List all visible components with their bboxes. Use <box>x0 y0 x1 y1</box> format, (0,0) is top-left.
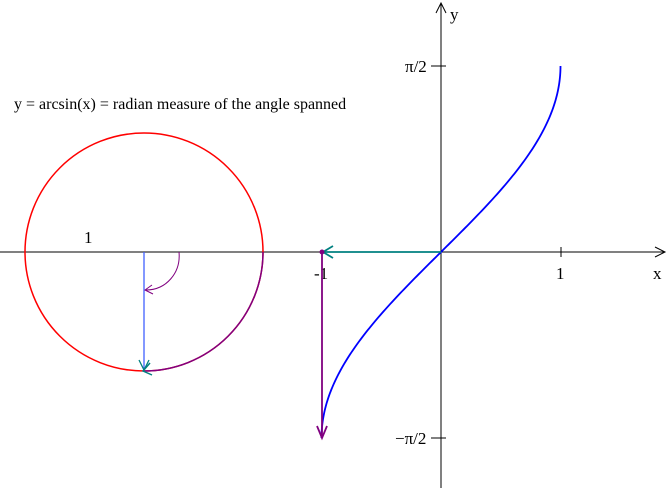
x-axis-arrowhead <box>654 246 667 258</box>
x-tick-label-1: 1 <box>556 264 565 283</box>
x-axis-label: x <box>653 264 662 283</box>
caption: y = arcsin(x) = radian measure of the an… <box>14 96 346 113</box>
y-axis-label: y <box>450 5 459 24</box>
angle-indicator-arc <box>145 251 180 291</box>
arc-on-circle <box>143 251 264 372</box>
y-axis-arrowhead <box>435 1 447 14</box>
arc-arrowhead <box>141 362 153 376</box>
x-tick-label-neg1: -1 <box>314 264 328 283</box>
y-tick-label-pi-half: π/2 <box>405 57 427 76</box>
vertical-arrowhead <box>316 425 328 441</box>
y-tick-label-neg-pi-half: −π/2 <box>395 429 426 448</box>
angle-indicator-arrowhead <box>144 284 154 295</box>
point-neg1 <box>319 249 325 255</box>
radius-label: 1 <box>84 228 93 247</box>
radius-arrowhead <box>138 359 150 372</box>
